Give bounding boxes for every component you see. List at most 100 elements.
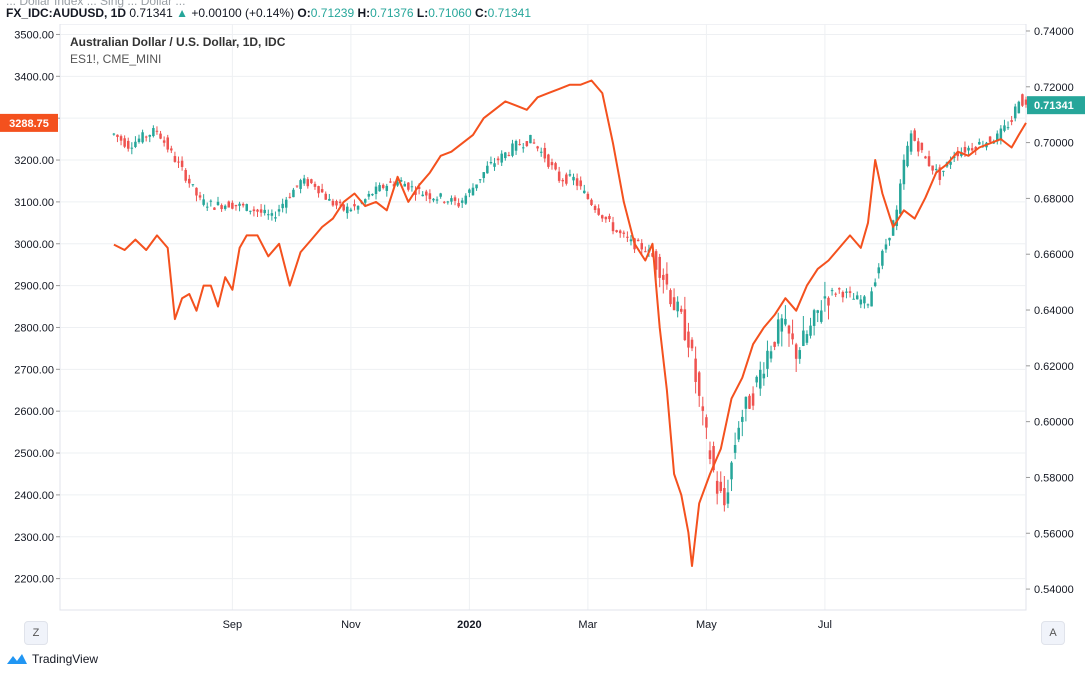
candle-body (504, 152, 507, 159)
chart-header: ... Dollar Index ... Sing ... Dollar ...… (0, 0, 1086, 24)
candle-body (288, 196, 292, 198)
candle-body (593, 206, 597, 211)
candle-body (654, 251, 658, 270)
candle-body (877, 267, 881, 274)
candle-body (259, 209, 263, 213)
candle-body (884, 244, 888, 250)
change-value: +0.00100 (+0.14%) (191, 6, 295, 20)
candle-body (636, 239, 640, 242)
candle-body (820, 310, 823, 322)
candle-body (798, 350, 802, 359)
right-tick-label: 0.70000 (1034, 138, 1074, 150)
candle-body (152, 128, 155, 137)
candle-body (381, 184, 385, 189)
candle-body (166, 137, 169, 150)
candle-body (331, 200, 335, 206)
candle-body (417, 186, 421, 189)
candle-body (238, 203, 241, 206)
candle-body (374, 186, 378, 195)
candle-body (432, 198, 435, 201)
candle-body (489, 162, 493, 164)
candle-body (547, 154, 550, 167)
candle-body (715, 480, 719, 494)
left-tick-label: 3200.00 (14, 155, 54, 167)
right-tick-label: 0.66000 (1034, 249, 1074, 261)
legend-compare: ES1!, CME_MINI (70, 52, 161, 66)
candle-body (967, 147, 970, 151)
candle-body (460, 200, 464, 203)
candle-body (425, 191, 428, 196)
timezone-button[interactable]: Z (24, 621, 48, 645)
candle-body (493, 163, 496, 167)
chart-canvas[interactable]: 3500.003400.003300.003200.003100.003000.… (0, 24, 1086, 650)
candle-body (920, 142, 924, 151)
candle-body (116, 134, 119, 137)
candle-body (615, 230, 618, 233)
candle-body (1024, 99, 1028, 105)
candle-body (446, 201, 450, 203)
candle-body (277, 209, 281, 212)
candle-body (421, 194, 424, 197)
candle-body (478, 179, 482, 181)
candle-body (205, 206, 209, 208)
candle-body (450, 198, 453, 202)
candle-body (1021, 94, 1024, 106)
candle-body (741, 416, 744, 422)
candle-body (931, 165, 934, 171)
candle-body (816, 310, 819, 313)
candle-body (978, 141, 981, 145)
candle-body (281, 203, 284, 209)
candle-body (834, 293, 837, 295)
candle-body (162, 140, 166, 143)
candle-body (676, 301, 679, 312)
candle-body (705, 417, 708, 428)
candle-body (346, 206, 349, 214)
candle-body (970, 148, 974, 151)
candle-body (223, 205, 227, 209)
candle-body (751, 393, 755, 406)
symbol-label[interactable]: FX_IDC:AUDUSD, 1D (6, 6, 127, 20)
candle-body (988, 136, 992, 142)
candle-body (690, 339, 694, 349)
left-tick-label: 2600.00 (14, 406, 54, 418)
candle-body (794, 344, 798, 359)
candle-body (791, 333, 794, 340)
candle-body (838, 288, 841, 290)
candle-body (385, 185, 389, 191)
candle-body (414, 191, 417, 195)
candle-body (780, 318, 784, 332)
tradingview-logo[interactable]: TradingView (6, 652, 98, 666)
auto-scale-button[interactable]: A (1041, 621, 1065, 645)
candle-body (852, 298, 855, 300)
candle-body (719, 481, 723, 492)
candle-body (590, 199, 593, 206)
candle-body (658, 256, 661, 278)
candle-body (134, 141, 137, 147)
candle-body (600, 215, 604, 219)
x-tick-label: May (696, 619, 717, 631)
legend-title: Australian Dollar / U.S. Dollar, 1D, IDC (70, 35, 286, 49)
left-tick-label: 3100.00 (14, 197, 54, 209)
candle-body (511, 143, 514, 156)
candle-body (913, 130, 916, 141)
candle-body (173, 156, 177, 162)
candle-body (730, 462, 733, 480)
candle-body (873, 282, 877, 287)
left-tick-label: 2300.00 (14, 532, 54, 544)
right-last-value-label: 0.71341 (1034, 100, 1074, 112)
candle-body (256, 209, 259, 212)
candle-body (213, 207, 216, 210)
candle-body (482, 172, 486, 179)
candle-body (622, 232, 626, 234)
candle-body (284, 199, 288, 208)
candle-body (457, 202, 460, 207)
candle-body (805, 334, 809, 343)
candle-body (1013, 106, 1017, 119)
candle-body (1010, 120, 1013, 122)
candle-body (665, 273, 669, 285)
candle-body (611, 222, 615, 232)
candle-body (367, 193, 371, 197)
candle-body (906, 145, 909, 167)
candle-body (249, 210, 252, 212)
right-tick-label: 0.64000 (1034, 305, 1074, 317)
